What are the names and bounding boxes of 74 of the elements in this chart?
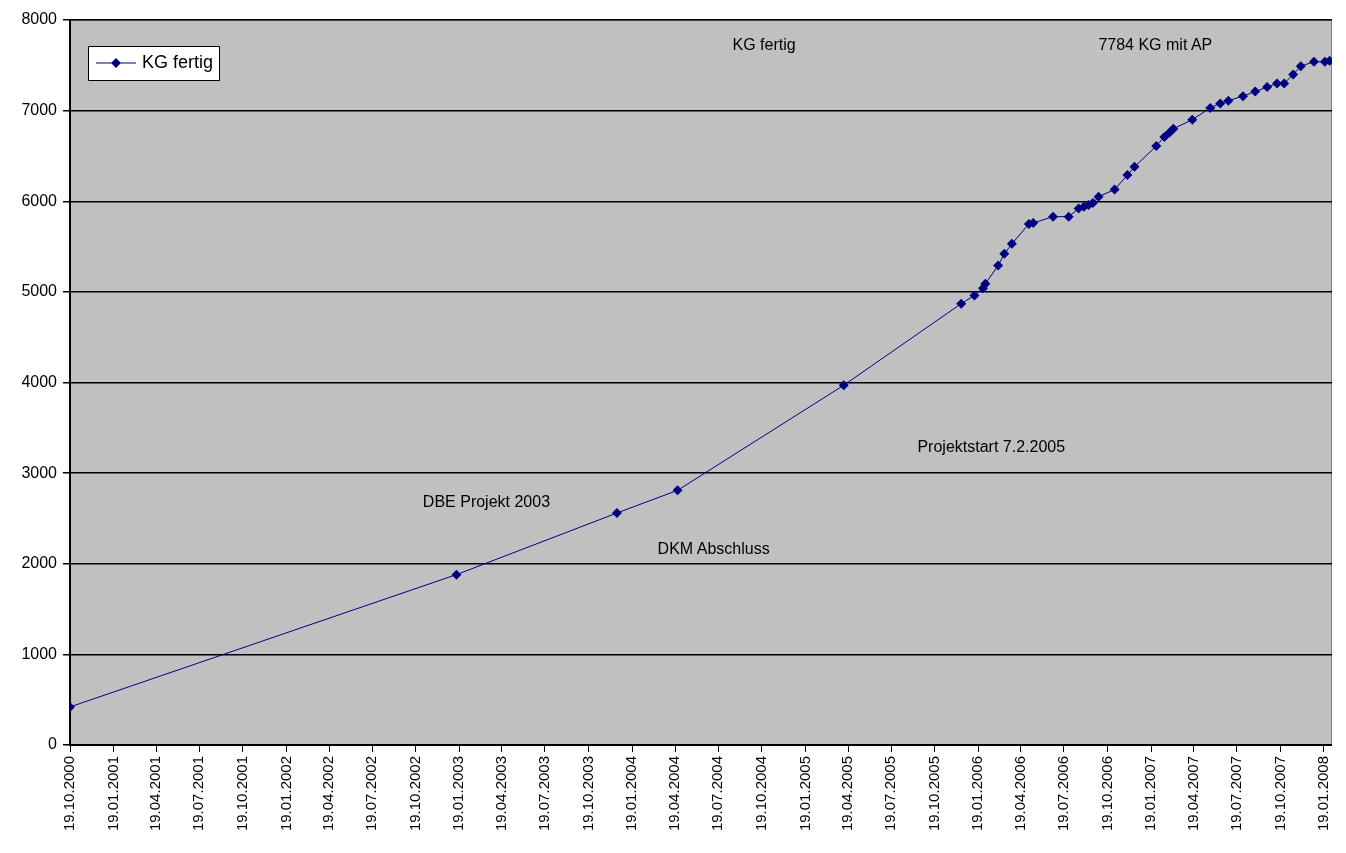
x-tick-label: 19.04.2005	[838, 756, 856, 832]
annotation: KG fertig	[732, 35, 796, 53]
point	[672, 485, 683, 496]
x-tick-label: 19.07.2003	[535, 756, 553, 832]
point	[451, 569, 462, 580]
point	[1093, 191, 1104, 202]
point	[1295, 61, 1306, 72]
point	[1006, 238, 1017, 249]
point	[1129, 161, 1140, 172]
x-tick-label: 19.01.2004	[622, 756, 640, 832]
x-tick-label: 19.01.2002	[276, 756, 294, 832]
point	[1151, 140, 1162, 151]
point	[1168, 123, 1179, 134]
x-tick-label: 19.10.2001	[232, 756, 250, 832]
x-tick-label: 19.07.2006	[1054, 756, 1072, 832]
point	[838, 380, 849, 391]
x-tick-label: 19.01.2005	[795, 756, 813, 832]
point	[1159, 131, 1170, 142]
x-tick-label: 19.10.2003	[578, 756, 596, 832]
x-tick-label: 19.01.2007	[1141, 756, 1159, 832]
point	[1215, 98, 1226, 109]
x-tick-label: 19.10.2007	[1270, 756, 1288, 832]
y-tick-label: 3000	[21, 463, 58, 481]
x-tick-label: 19.01.2003	[449, 756, 467, 832]
x-tick-label: 19.04.2001	[146, 756, 164, 832]
x-tick-label: 19.07.2004	[708, 756, 726, 832]
point	[1309, 56, 1319, 67]
x-tick-label: 19.01.2008	[1314, 756, 1332, 832]
x-tick-label: 19.10.2002	[405, 756, 423, 832]
point	[969, 290, 980, 301]
x-tick-label: 19.04.2002	[319, 756, 337, 832]
y-tick-label: 5000	[21, 282, 58, 300]
x-tick-label: 19.04.2007	[1183, 756, 1201, 832]
point	[1187, 114, 1198, 125]
x-tick-label: 19.07.2005	[881, 756, 899, 832]
point	[1109, 184, 1120, 195]
annotation: DBE Projekt 2003	[422, 492, 551, 510]
point	[993, 260, 1004, 271]
x-tick-label: 19.04.2006	[1011, 756, 1029, 832]
y-tick-label: 6000	[21, 191, 58, 209]
point	[1223, 95, 1234, 106]
y-tick-label: 0	[48, 735, 58, 753]
x-tick-label: 19.04.2004	[665, 756, 683, 832]
x-tick-label: 19.07.2002	[362, 756, 380, 832]
point	[1048, 211, 1059, 222]
point	[1288, 69, 1299, 80]
x-tick-label: 19.10.2006	[1097, 756, 1115, 832]
x-tick-label: 19.07.2007	[1226, 756, 1244, 832]
y-tick-label: 7000	[21, 101, 58, 119]
point	[1205, 102, 1216, 113]
point	[611, 508, 622, 518]
annotation: DKM Abschluss	[657, 539, 770, 557]
y-tick-label: 8000	[21, 10, 58, 28]
x-tick-label: 19.01.2001	[103, 756, 121, 832]
point	[956, 298, 967, 309]
point	[1063, 211, 1074, 222]
point	[1262, 82, 1273, 93]
x-tick-label: 19.10.2000	[60, 756, 78, 832]
x-tick-label: 19.01.2006	[968, 756, 986, 832]
x-tick-label: 19.04.2003	[492, 756, 510, 832]
annotation: Projektstart 7.2.2005	[917, 438, 1066, 456]
y-tick-label: 2000	[21, 554, 58, 572]
y-tick-label: 4000	[21, 372, 58, 390]
x-tick-label: 19.07.2001	[189, 756, 207, 832]
point	[1237, 91, 1248, 102]
y-tick-label: 1000	[21, 644, 58, 662]
annotation: 7784 KG mit AP	[1098, 35, 1213, 53]
x-tick-label: 19.10.2005	[924, 756, 942, 832]
point	[1122, 169, 1133, 180]
x-tick-label: 19.10.2004	[751, 756, 769, 832]
point	[1279, 78, 1290, 89]
point	[1250, 86, 1261, 97]
legend-label: KG fertig	[142, 51, 214, 72]
point	[999, 248, 1010, 259]
